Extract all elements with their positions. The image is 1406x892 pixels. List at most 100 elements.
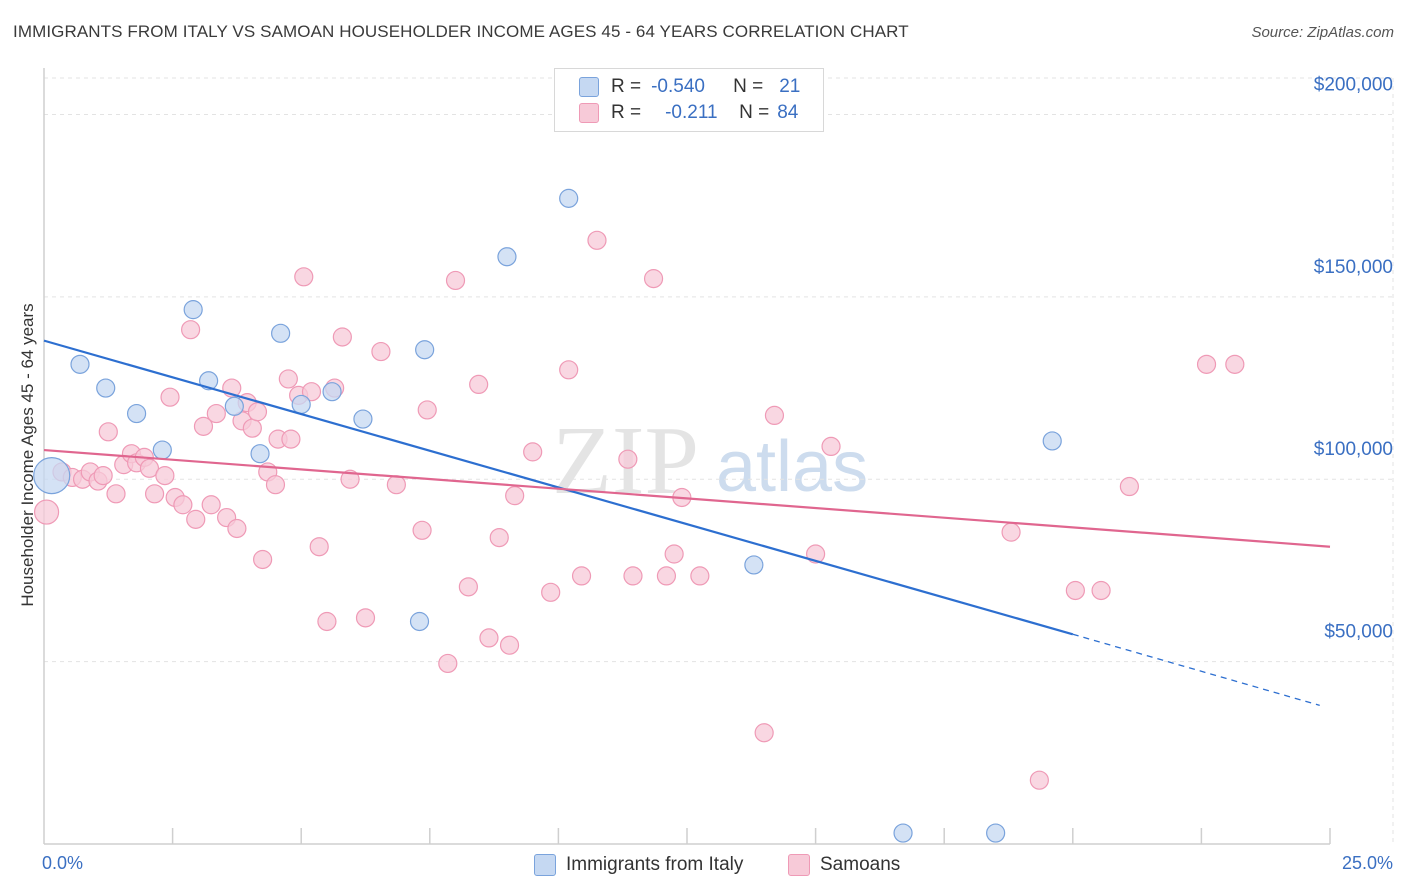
samoan-point	[386, 475, 406, 495]
samoan-point	[33, 499, 60, 525]
samoan-point	[281, 429, 301, 449]
italy-point	[224, 396, 244, 416]
samoan-point	[1065, 580, 1085, 601]
samoan-point	[227, 518, 247, 539]
x-tick-label-right: 25.0%	[1342, 853, 1393, 873]
legend-r-label: R =	[611, 76, 642, 97]
samoan-point	[294, 267, 314, 287]
samoan-point	[340, 469, 360, 489]
legend-row-italy: R = -0.540 N = 21	[579, 75, 800, 99]
axes	[43, 68, 1331, 845]
italy-point	[126, 403, 147, 424]
legend-n-value: 84	[777, 102, 799, 123]
samoan-point	[309, 537, 329, 557]
legend-r-value: -0.540	[651, 76, 705, 97]
legend-item-italy[interactable]: Immigrants from Italy	[534, 852, 743, 878]
samoan-point	[355, 608, 376, 628]
legend-label-samoan: Samoans	[820, 854, 901, 875]
trend-line-italy	[43, 339, 1074, 636]
legend-n-value: 21	[779, 76, 801, 97]
samoan-point	[664, 544, 684, 564]
italy-point	[415, 340, 435, 360]
samoan-point	[438, 653, 458, 674]
italy-point	[33, 456, 71, 495]
samoan-point	[181, 320, 201, 340]
y-tick-label: $200,000	[1314, 74, 1393, 95]
samoan-point	[278, 369, 298, 389]
italy-point	[322, 382, 342, 402]
samoan-point	[106, 484, 126, 504]
samoan-point	[332, 327, 352, 347]
samoan-point	[247, 402, 268, 422]
italy-points	[33, 188, 1062, 843]
trend-line-italy-extrapolated	[1072, 633, 1320, 707]
samoan-point	[643, 269, 664, 289]
samoan-point	[499, 635, 520, 655]
legend-swatch-samoan	[788, 854, 810, 876]
samoan-point	[754, 723, 774, 743]
legend-n-label: N =	[739, 102, 770, 123]
legend-n-label: N =	[733, 76, 764, 97]
samoan-point	[186, 509, 206, 529]
legend-r-label: R =	[611, 102, 642, 123]
samoan-point	[242, 418, 262, 438]
samoan-point	[479, 628, 499, 648]
samoan-points	[33, 230, 1245, 790]
samoan-point	[458, 577, 478, 597]
samoan-point	[371, 341, 391, 362]
trend-line-samoan	[43, 448, 1331, 548]
italy-point	[291, 394, 311, 415]
italy-point	[893, 823, 913, 843]
samoan-point	[1196, 354, 1217, 374]
legend-item-samoan[interactable]: Samoans	[788, 852, 900, 878]
samoan-point	[469, 374, 489, 394]
samoan-point	[764, 405, 785, 426]
samoan-point	[1029, 770, 1049, 790]
y-tick-labels: $50,000 $100,000 $150,000 $200,000	[1314, 74, 1393, 642]
samoan-point	[623, 566, 643, 586]
samoan-point	[1119, 476, 1139, 497]
samoan-point	[201, 495, 221, 515]
samoan-point	[541, 582, 561, 602]
trend-lines	[43, 339, 1331, 707]
samoan-point	[821, 436, 841, 457]
italy-point	[1042, 431, 1062, 451]
italy-point	[152, 440, 172, 460]
samoan-point	[173, 495, 193, 515]
watermark-atlas: atlas	[716, 427, 868, 507]
samoan-point	[160, 387, 180, 407]
samoan-point	[206, 403, 226, 424]
y-axis-label: Householder Income Ages 45 - 64 years	[18, 303, 37, 606]
samoan-point	[559, 360, 579, 380]
italy-point	[744, 555, 764, 575]
y-tick-label: $50,000	[1324, 622, 1393, 643]
samoan-point	[1001, 522, 1021, 542]
y-tick-label: $150,000	[1314, 257, 1393, 278]
italy-point	[183, 300, 203, 320]
samoan-point	[301, 382, 322, 402]
legend-r-value: -0.211	[665, 102, 718, 123]
samoan-point	[445, 270, 466, 291]
samoan-point	[505, 486, 525, 506]
samoan-point	[618, 449, 638, 469]
italy-point	[497, 247, 517, 267]
samoan-point	[656, 566, 677, 586]
samoan-point	[139, 458, 160, 478]
samoan-point	[1091, 580, 1111, 601]
samoan-point	[317, 611, 337, 632]
samoan-point	[690, 566, 710, 586]
samoan-point	[265, 475, 286, 495]
italy-point	[559, 188, 579, 208]
samoan-point	[417, 400, 437, 420]
samoan-point	[155, 465, 175, 486]
italy-point	[409, 611, 430, 632]
legend-swatch-samoan	[579, 103, 599, 123]
samoan-point	[587, 230, 607, 250]
samoan-point	[193, 416, 214, 436]
italy-point	[250, 444, 270, 464]
italy-point	[271, 323, 291, 343]
legend-swatch-italy	[579, 77, 599, 97]
samoan-point	[1225, 354, 1245, 374]
italy-point	[986, 823, 1006, 843]
